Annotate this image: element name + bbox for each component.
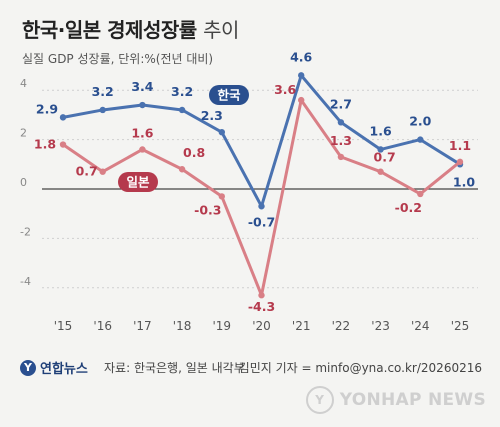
data-label-korea: 2.7 (330, 96, 352, 111)
data-label-japan: -0.3 (194, 202, 221, 217)
data-point-korea (298, 72, 305, 79)
data-point-japan (139, 146, 146, 153)
data-label-japan: -0.2 (395, 200, 422, 215)
data-label-korea: 1.0 (453, 174, 475, 189)
data-label-korea: 2.0 (409, 114, 431, 129)
data-label-japan: 1.8 (34, 137, 56, 152)
data-label-korea: 3.2 (171, 84, 193, 99)
x-tick-label: '20 (252, 319, 271, 333)
data-label-korea: 4.6 (290, 49, 312, 64)
data-label-korea: 1.6 (370, 123, 392, 138)
data-label-korea: -0.7 (248, 214, 275, 229)
byline: 김민지 기자 = minfo@yna.co.kr/20260216 (238, 361, 482, 375)
data-label-korea: 2.9 (36, 101, 58, 116)
data-label-japan: 3.6 (274, 82, 296, 97)
x-tick-label: '16 (93, 319, 112, 333)
x-tick-label: '23 (371, 319, 390, 333)
x-tick-label: '24 (411, 319, 430, 333)
data-point-japan (417, 190, 424, 198)
data-point-korea (59, 114, 67, 121)
series-badge-label: 한국 (217, 88, 241, 103)
data-label-japan: 0.8 (183, 145, 205, 160)
data-point-korea (417, 136, 424, 143)
data-label-japan: -4.3 (248, 299, 275, 314)
data-point-korea (258, 203, 265, 210)
series-line-japan (62, 98, 461, 297)
data-label-japan: 1.3 (330, 133, 352, 148)
series-badge-label: 일본 (126, 175, 150, 190)
data-point-japan (59, 141, 67, 148)
data-label-japan: 0.7 (76, 164, 98, 179)
series-badge-japan (118, 172, 158, 192)
x-tick-label: '25 (451, 319, 470, 333)
yonhap-logo-text: 연합뉴스 (40, 362, 88, 377)
x-tick-label: '19 (213, 319, 232, 333)
data-point-japan (298, 96, 305, 104)
y-tick-label: -4 (20, 275, 31, 288)
source-note: 자료: 한국은행, 일본 내각부 (104, 361, 245, 375)
title-suffix: 추이 (203, 18, 239, 42)
data-point-korea (337, 119, 345, 126)
title-main: 한국·일본 경제성장률 (22, 18, 197, 42)
y-tick-label: -2 (20, 225, 31, 238)
data-point-korea (377, 146, 384, 153)
chart-title: 한국·일본 경제성장률 추이 (22, 14, 239, 43)
data-point-korea (99, 106, 106, 114)
x-tick-label: '15 (54, 319, 73, 333)
data-label-japan: 1.6 (131, 125, 153, 140)
y-tick-label: 4 (20, 77, 27, 90)
data-label-korea: 3.4 (131, 79, 153, 94)
data-point-japan (99, 168, 106, 175)
x-tick-label: '18 (173, 319, 192, 333)
data-point-japan (218, 193, 225, 200)
series-badge-korea (209, 85, 249, 105)
data-point-japan (377, 168, 384, 175)
data-point-japan (337, 153, 345, 161)
y-tick-label: 2 (20, 127, 27, 140)
data-point-japan (456, 158, 464, 166)
data-point-japan (258, 292, 265, 299)
data-label-japan: 0.7 (374, 150, 396, 165)
data-label-korea: 2.3 (201, 108, 223, 123)
watermark-text: YONHAP NEWS (339, 390, 486, 410)
data-point-korea (178, 106, 186, 114)
watermark: Y YONHAP NEWS (305, 386, 486, 414)
data-label-korea: 3.2 (92, 84, 114, 99)
y-tick-label: 0 (20, 176, 27, 189)
x-tick-label: '17 (133, 319, 152, 333)
chart-subtitle: 실질 GDP 성장률, 단위:%(전년 대비) (22, 52, 214, 66)
data-label-japan: 1.1 (449, 138, 471, 153)
watermark-circle-icon: Y (305, 386, 334, 414)
data-point-korea (218, 128, 225, 136)
yonhap-logo-icon: Y (20, 359, 36, 376)
yonhap-logo: Y 연합뉴스 (20, 358, 88, 377)
data-point-korea (139, 101, 146, 109)
x-tick-label: '21 (292, 319, 311, 333)
line-chart: 4 2 0 -2 -4 '15 '16 '17 '18 '19 '20 '21 '22 '23 '24 '25… (20, 49, 478, 333)
x-tick-label: '22 (332, 319, 351, 333)
data-point-japan (178, 166, 186, 173)
